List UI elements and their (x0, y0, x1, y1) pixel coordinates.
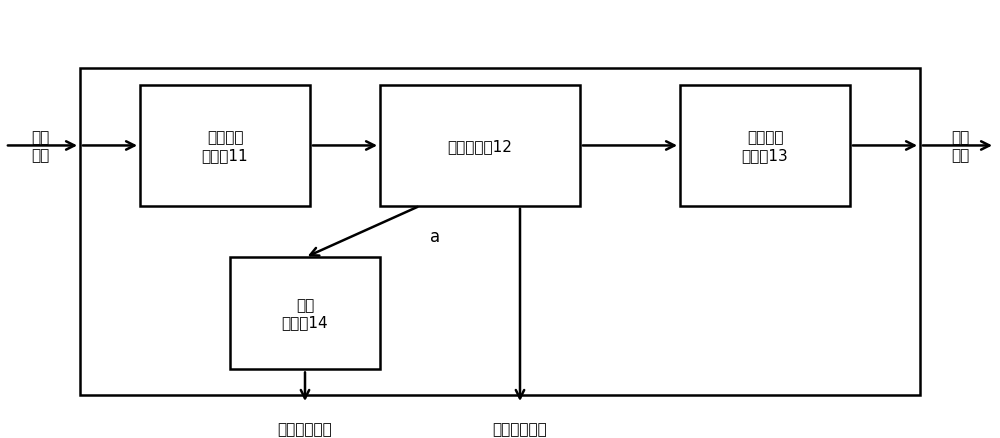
Text: 输出
控制: 输出 控制 (951, 130, 969, 162)
FancyBboxPatch shape (380, 86, 580, 206)
Text: 输出缓存使能: 输出缓存使能 (493, 421, 547, 436)
Text: 主控计数器12: 主控计数器12 (448, 139, 512, 154)
Text: a: a (430, 228, 440, 246)
FancyBboxPatch shape (80, 69, 920, 396)
Text: 译码运算使能: 译码运算使能 (278, 421, 332, 436)
FancyBboxPatch shape (230, 258, 380, 370)
Text: 输入
控制: 输入 控制 (31, 130, 49, 162)
Text: 输出控制
计数器13: 输出控制 计数器13 (742, 130, 788, 162)
FancyBboxPatch shape (680, 86, 850, 206)
Text: 计数
比较器14: 计数 比较器14 (282, 297, 328, 330)
Text: 输入控制
计数器11: 输入控制 计数器11 (202, 130, 248, 162)
FancyBboxPatch shape (140, 86, 310, 206)
